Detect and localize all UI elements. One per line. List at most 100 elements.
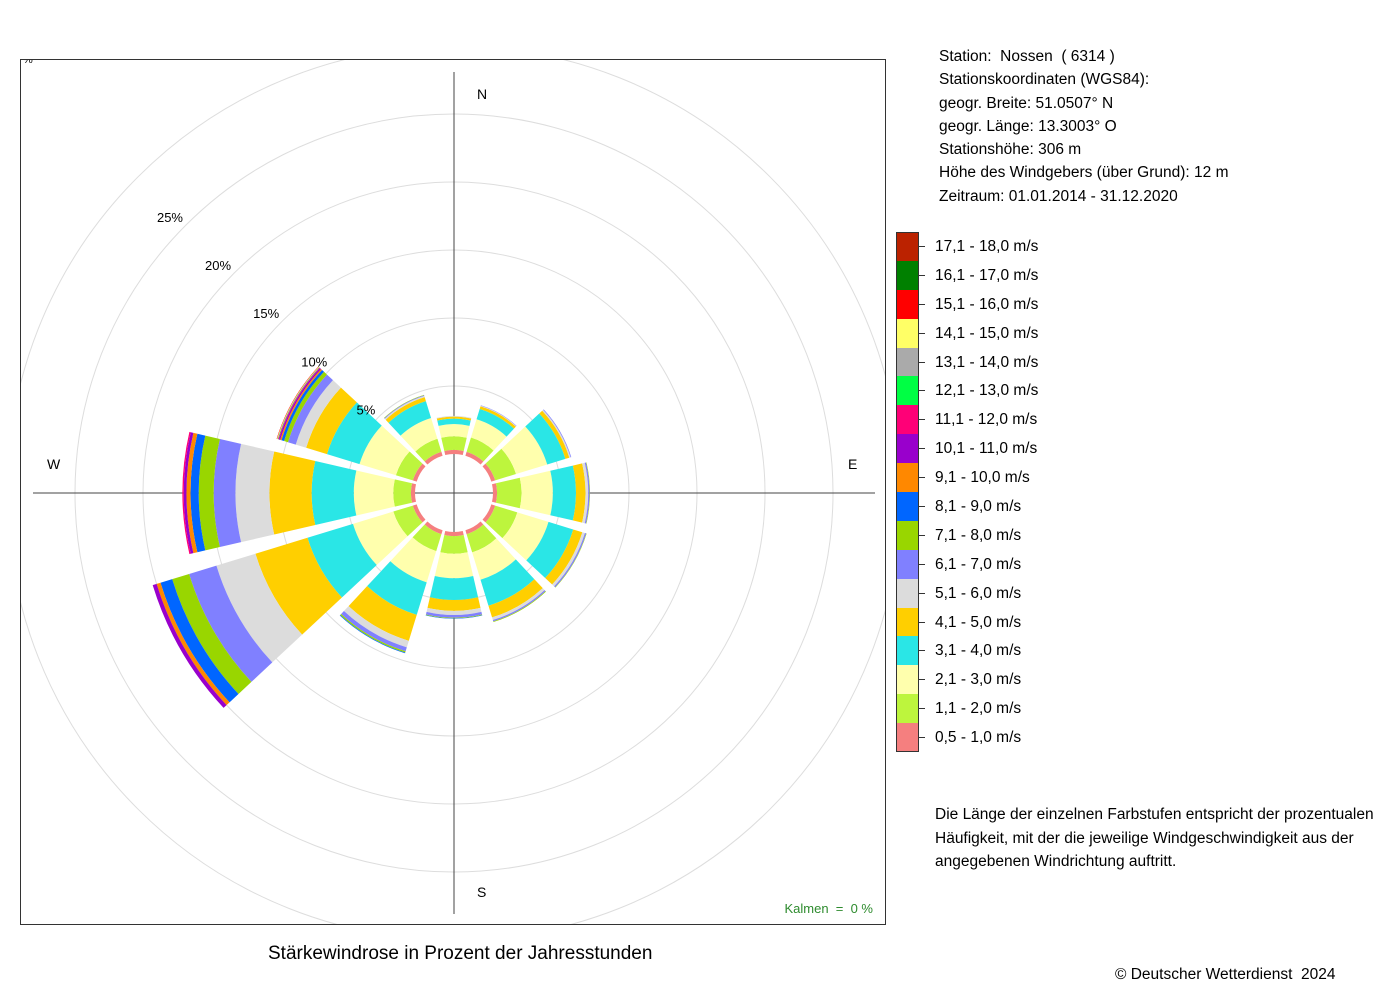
rose-segment [152, 583, 227, 708]
legend-tick [919, 737, 925, 739]
legend-tick [919, 274, 925, 276]
rose-segment [429, 576, 479, 600]
legend-swatch [896, 463, 919, 493]
legend-label: 3,1 - 4,0 m/s [935, 642, 1022, 660]
rose-segment [287, 374, 333, 445]
rose-segment [156, 582, 230, 706]
rose-segment [438, 424, 470, 438]
rose-segment [348, 586, 417, 641]
rose-segment [190, 433, 206, 553]
rose-segment [424, 451, 443, 465]
rose-segment [412, 504, 426, 523]
rose-segment [412, 524, 442, 552]
rose-segment [189, 565, 273, 682]
rose-segment [235, 443, 275, 543]
legend-swatch [896, 318, 919, 348]
legend-swatch [896, 376, 919, 406]
legend-tick [919, 592, 925, 594]
legend-swatch [896, 492, 919, 521]
rose-segment [295, 380, 341, 448]
rose-segment [426, 607, 482, 615]
legend-swatch [896, 434, 919, 464]
rose-segment [186, 432, 198, 554]
legend-tick [919, 361, 925, 363]
radial-tick-label: 10% [301, 354, 327, 369]
rose-segment [326, 402, 382, 465]
wind-rose-plot: % 5% 10% 15% 20% 25% N E S W Kalmen = 0 % [20, 59, 886, 925]
rose-segment [501, 426, 548, 475]
rose-segment [472, 538, 516, 580]
station-info-line: geogr. Länge: 13.3003° O [939, 117, 1117, 135]
rose-segment [393, 505, 423, 537]
legend-swatch [896, 289, 919, 319]
station-info-line: Stationskoordinaten (WGS84): [939, 71, 1150, 89]
legend-label: 14,1 - 15,0 m/s [935, 324, 1039, 342]
rose-segment [390, 537, 437, 583]
direction-label-north: N [477, 86, 488, 102]
rose-segment [425, 614, 483, 619]
rose-segment [584, 462, 590, 524]
legend-label: 15,1 - 16,0 m/s [935, 295, 1039, 313]
legend-swatch [896, 607, 919, 637]
rose-segment [436, 415, 472, 419]
rose-segment [385, 397, 426, 423]
legend-swatch [896, 723, 919, 753]
rose-segment [352, 511, 408, 566]
rose-segment [269, 451, 316, 535]
legend-label: 13,1 - 14,0 m/s [935, 353, 1039, 371]
legend-tick [919, 506, 925, 508]
station-info-line: geogr. Breite: 51.0507° N [939, 94, 1114, 112]
legend-swatch [896, 232, 919, 261]
rose-segment [343, 606, 409, 648]
station-info-line: Zeitraum: 01.01.2014 - 31.12.2020 [939, 187, 1178, 205]
rose-segment [213, 438, 242, 548]
rose-segment [384, 395, 425, 420]
station-info: Station: Nossen ( 6314 ) Stationskoordina… [939, 45, 1228, 208]
radial-tick-label: 5% [357, 402, 376, 417]
legend-label: 17,1 - 18,0 m/s [935, 238, 1039, 255]
legend-tick [919, 534, 925, 536]
rose-segment [400, 417, 438, 452]
rose-segment [436, 416, 472, 421]
legend-swatch [896, 520, 919, 550]
legend-tick [919, 448, 925, 450]
legend-swatch [896, 549, 919, 579]
rose-segment [485, 448, 517, 481]
rose-segment [582, 462, 589, 524]
rose-segment [440, 534, 468, 554]
explanation-note: Die Länge der einzelnen Farbstufen entsp… [935, 806, 1374, 870]
rose-segment [395, 451, 423, 481]
rose-segment [393, 479, 413, 507]
rose-segment [388, 401, 432, 436]
rose-segment [479, 406, 516, 429]
wind-rose-svg: 5% 10% 15% 20% 25% [21, 60, 885, 924]
rose-segment [550, 465, 576, 521]
legend-tick [919, 246, 925, 247]
rose-segment [306, 387, 357, 455]
rose-segment [492, 483, 498, 503]
radial-unit-label: % [23, 59, 33, 66]
rose-segment [495, 477, 522, 509]
rose-segment [466, 524, 497, 553]
legend-label: 0,5 - 1,0 m/s [935, 729, 1022, 747]
rose-segment [465, 521, 484, 535]
rose-segment [311, 460, 357, 526]
legend-swatch [896, 665, 919, 695]
rose-segment [183, 432, 194, 554]
rose-segment [160, 579, 239, 703]
legend-tick [919, 621, 925, 623]
legend-tick [919, 303, 925, 305]
direction-label-east: E [848, 456, 858, 472]
rose-segment [488, 579, 543, 618]
legend-label: 8,1 - 9,0 m/s [935, 498, 1022, 516]
legend-label: 6,1 - 7,0 m/s [935, 555, 1022, 573]
legend-tick [919, 477, 925, 479]
legend-label: 2,1 - 3,0 m/s [935, 671, 1022, 689]
legend-swatch [896, 636, 919, 666]
rose-segment [424, 521, 443, 535]
direction-label-south: S [477, 884, 487, 900]
rose-segment [525, 413, 566, 465]
rose-segment [182, 431, 191, 555]
rose-segment [476, 408, 514, 437]
rose-segment [482, 504, 496, 523]
